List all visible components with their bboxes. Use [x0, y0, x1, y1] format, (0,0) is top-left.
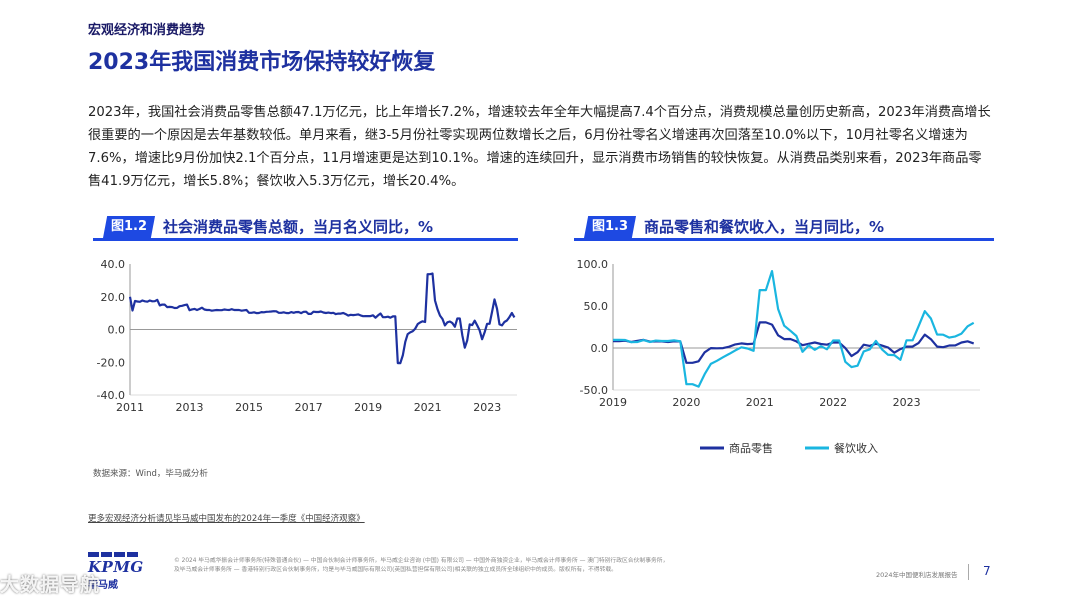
x-tick-label: 2023	[893, 396, 921, 409]
data-source: 数据来源：Wind，毕马威分析	[93, 469, 208, 479]
y-tick-label: 100.0	[577, 258, 609, 271]
figure-1-header: 图1.2 社会消费品零售总额，当月名义同比，%	[93, 214, 518, 241]
section-label: 宏观经济和消费趋势	[88, 23, 206, 38]
body-paragraph: 2023年，我国社会消费品零售总额47.1万亿元，比上年增长7.2%，增速较去年…	[88, 105, 991, 189]
x-tick-label: 2021	[414, 401, 442, 414]
y-tick-label: 20.0	[101, 291, 126, 304]
y-tick-label: -40.0	[97, 389, 125, 402]
figure-1-tag: 图1.2	[103, 216, 156, 238]
x-tick-label: 2020	[672, 396, 700, 409]
figure-1-title: 社会消费品零售总额，当月名义同比，%	[163, 218, 434, 236]
legal-line-2: 及毕马威会计师事务所 — 香港特别行政区合伙制事务所，均是与毕马威国际有限公司(…	[174, 567, 617, 573]
figure-2-header: 图1.3 商品零售和餐饮收入，当月同比，%	[574, 214, 994, 241]
figure-2-tag: 图1.3	[584, 216, 637, 238]
kpmg-logo-bars	[88, 552, 142, 557]
y-tick-label: -20.0	[97, 356, 125, 369]
footer-report-name: 2024年中国便利店发展报告	[876, 571, 958, 579]
y-tick-label: -50.0	[580, 384, 608, 397]
series-line-1	[613, 321, 975, 364]
x-tick-label: 2015	[235, 401, 263, 414]
x-tick-label: 2011	[116, 401, 144, 414]
figure-2-title: 商品零售和餐饮收入，当月同比，%	[644, 218, 885, 236]
x-tick-label: 2021	[746, 396, 774, 409]
kpmg-logo-cn: 毕马威	[88, 580, 118, 591]
legend-label-2: 餐饮收入	[834, 441, 878, 455]
y-tick-label: 0.0	[591, 342, 609, 355]
x-tick-label: 2013	[176, 401, 204, 414]
x-tick-label: 2019	[599, 396, 627, 409]
y-tick-label: 50.0	[584, 300, 609, 313]
figure-1-underline	[93, 238, 518, 241]
footer-divider	[968, 564, 969, 580]
x-tick-label: 2017	[295, 401, 323, 414]
x-tick-label: 2023	[473, 401, 501, 414]
legal-notice: © 2024 毕马威华振会计师事务所(特殊普通合伙) — 中国合伙制会计师事务所…	[174, 557, 744, 575]
y-tick-label: 40.0	[101, 258, 126, 271]
x-tick-label: 2019	[354, 401, 382, 414]
page-number: 7	[983, 564, 991, 578]
x-tick-label: 2022	[819, 396, 847, 409]
y-tick-label: 0.0	[108, 324, 126, 337]
legend-label-1: 商品零售	[729, 441, 773, 455]
page-title: 2023年我国消费市场保持较好恢复	[88, 50, 436, 75]
more-analysis-link[interactable]: 更多宏观经济分析请见毕马威中国发布的2024年一季度《中国经济观察》	[88, 514, 365, 524]
series-line-1	[128, 272, 516, 365]
kpmg-logo: KPMG 毕马威	[88, 552, 144, 591]
legal-line-1: © 2024 毕马威华振会计师事务所(特殊普通合伙) — 中国合伙制会计师事务所…	[174, 558, 669, 564]
figure-2-underline	[574, 238, 994, 241]
watermark: 大数据导航	[0, 574, 101, 596]
series-line-2	[613, 270, 975, 388]
kpmg-logo-word: KPMG	[88, 558, 144, 576]
